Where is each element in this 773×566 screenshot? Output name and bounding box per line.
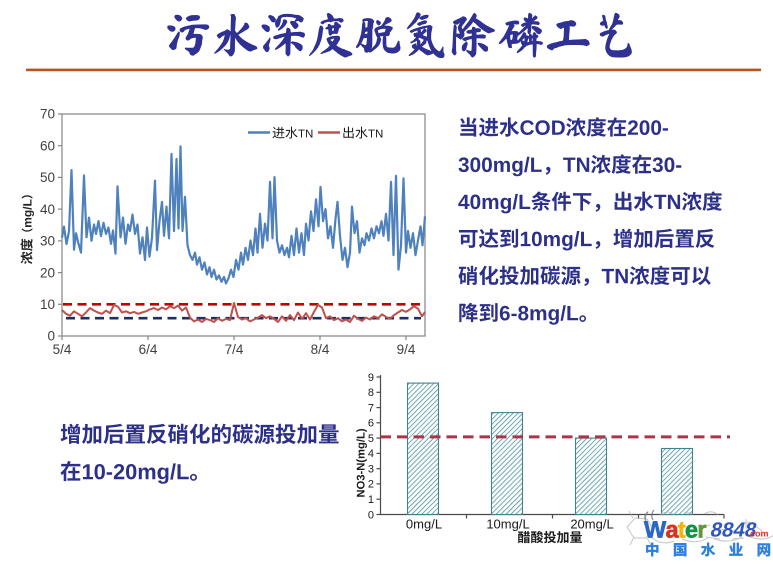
svg-text:0mg/L: 0mg/L bbox=[406, 517, 442, 532]
svg-text:50: 50 bbox=[40, 170, 55, 185]
svg-text:8/4: 8/4 bbox=[311, 342, 330, 357]
svg-text:9: 9 bbox=[368, 372, 374, 384]
svg-text:6: 6 bbox=[368, 418, 374, 430]
svg-text:5/4: 5/4 bbox=[53, 342, 72, 357]
svg-text:3: 3 bbox=[368, 464, 374, 476]
svg-text:8: 8 bbox=[368, 387, 374, 399]
svg-text:20: 20 bbox=[40, 265, 55, 280]
svg-text:20mg/L: 20mg/L bbox=[570, 517, 613, 532]
svg-text:9/4: 9/4 bbox=[397, 342, 416, 357]
svg-text:7: 7 bbox=[368, 402, 374, 414]
svg-text:0: 0 bbox=[368, 509, 374, 521]
svg-text:10mg/L: 10mg/L bbox=[486, 517, 529, 532]
svg-text:6/4: 6/4 bbox=[139, 342, 158, 357]
svg-text:40: 40 bbox=[40, 202, 55, 217]
svg-text:0: 0 bbox=[47, 329, 55, 344]
svg-text:2: 2 bbox=[368, 479, 374, 491]
svg-text:70: 70 bbox=[40, 107, 55, 122]
svg-text:5: 5 bbox=[368, 433, 374, 445]
svg-text:60: 60 bbox=[40, 138, 55, 153]
svg-text:10: 10 bbox=[40, 297, 55, 312]
svg-text:1: 1 bbox=[368, 494, 374, 506]
svg-text:4: 4 bbox=[368, 448, 374, 460]
svg-text:30: 30 bbox=[40, 234, 55, 249]
svg-text:7/4: 7/4 bbox=[225, 342, 244, 357]
